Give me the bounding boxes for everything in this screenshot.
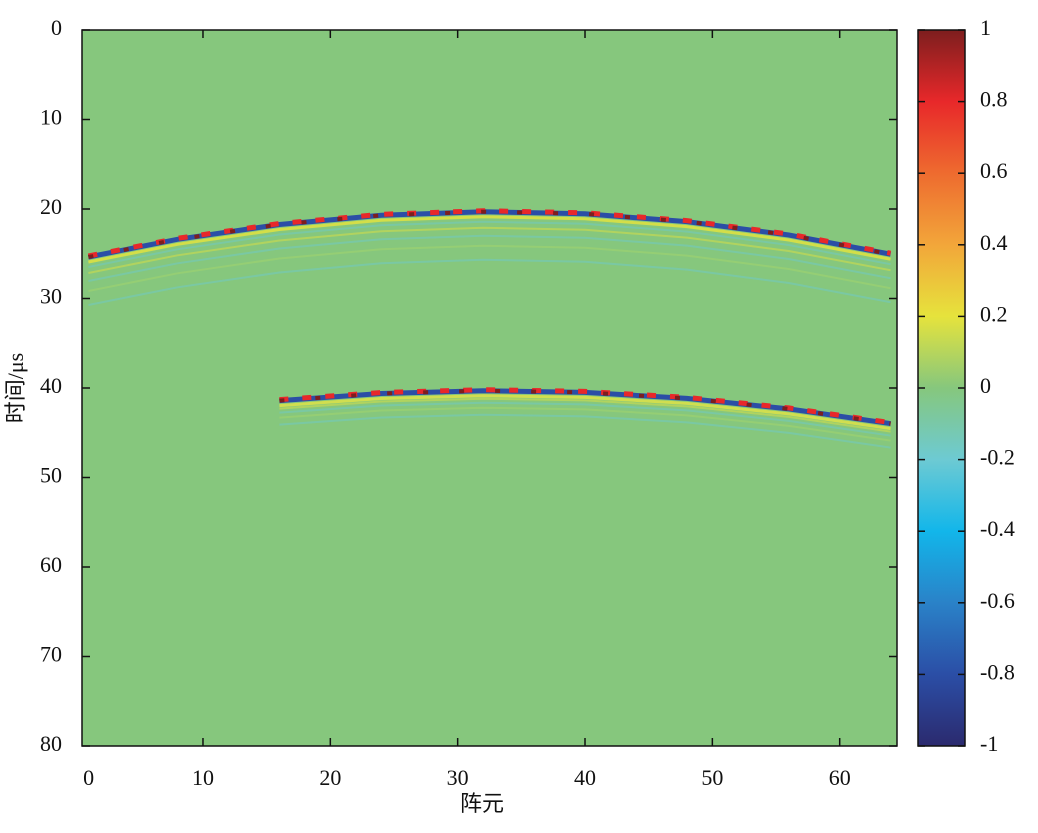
echo-arc (88, 209, 891, 259)
x-tick-label: 50 (701, 765, 723, 790)
y-axis-label: 时间/μs (3, 353, 28, 423)
y-tick-label: 80 (40, 731, 62, 756)
y-tick-label: 30 (40, 284, 62, 309)
colorbar-tick-label: -1 (980, 731, 998, 756)
colorbar-tick-label: 0.4 (980, 230, 1008, 255)
colorbar-tick-label: 0 (980, 373, 991, 398)
y-tick-label: 0 (51, 15, 62, 40)
colorbar-tick-label: 0.8 (980, 87, 1008, 112)
ringing (88, 258, 891, 306)
x-tick-label: 20 (319, 765, 341, 790)
ringing (88, 226, 891, 274)
colorbar-tick-label: -0.4 (980, 516, 1015, 541)
colorbar-tick-label: -0.8 (980, 659, 1015, 684)
heatmap-layer (87, 208, 892, 449)
colorbar (917, 29, 966, 747)
x-tick-label: 60 (829, 765, 851, 790)
colorbar-tick-label: -0.2 (980, 445, 1015, 470)
x-axis-label: 阵元 (460, 791, 504, 816)
x-tick-label: 0 (83, 765, 94, 790)
y-tick-label: 40 (40, 373, 62, 398)
ringing (88, 234, 891, 282)
y-tick-label: 20 (40, 194, 62, 219)
ringing (88, 220, 891, 268)
y-tick-label: 60 (40, 552, 62, 577)
echo-arc (88, 215, 891, 264)
x-tick-label: 10 (192, 765, 214, 790)
echo-arc (279, 387, 891, 426)
colorbar-tick-label: 0.2 (980, 301, 1008, 326)
ringing (279, 397, 891, 433)
y-tick-label: 50 (40, 463, 62, 488)
x-tick-label: 30 (447, 765, 469, 790)
colorbar-tick-label: 1 (980, 15, 991, 40)
y-tick-label: 70 (40, 642, 62, 667)
ringing (279, 401, 891, 437)
ringing (88, 244, 891, 292)
colorbar-tick-label: 0.6 (980, 158, 1008, 183)
echo-arc (279, 394, 891, 431)
ringing (279, 413, 891, 449)
colorbar-tick-label: -0.6 (980, 588, 1015, 613)
x-tick-label: 40 (574, 765, 596, 790)
ringing (279, 406, 891, 442)
y-tick-label: 10 (40, 105, 62, 130)
